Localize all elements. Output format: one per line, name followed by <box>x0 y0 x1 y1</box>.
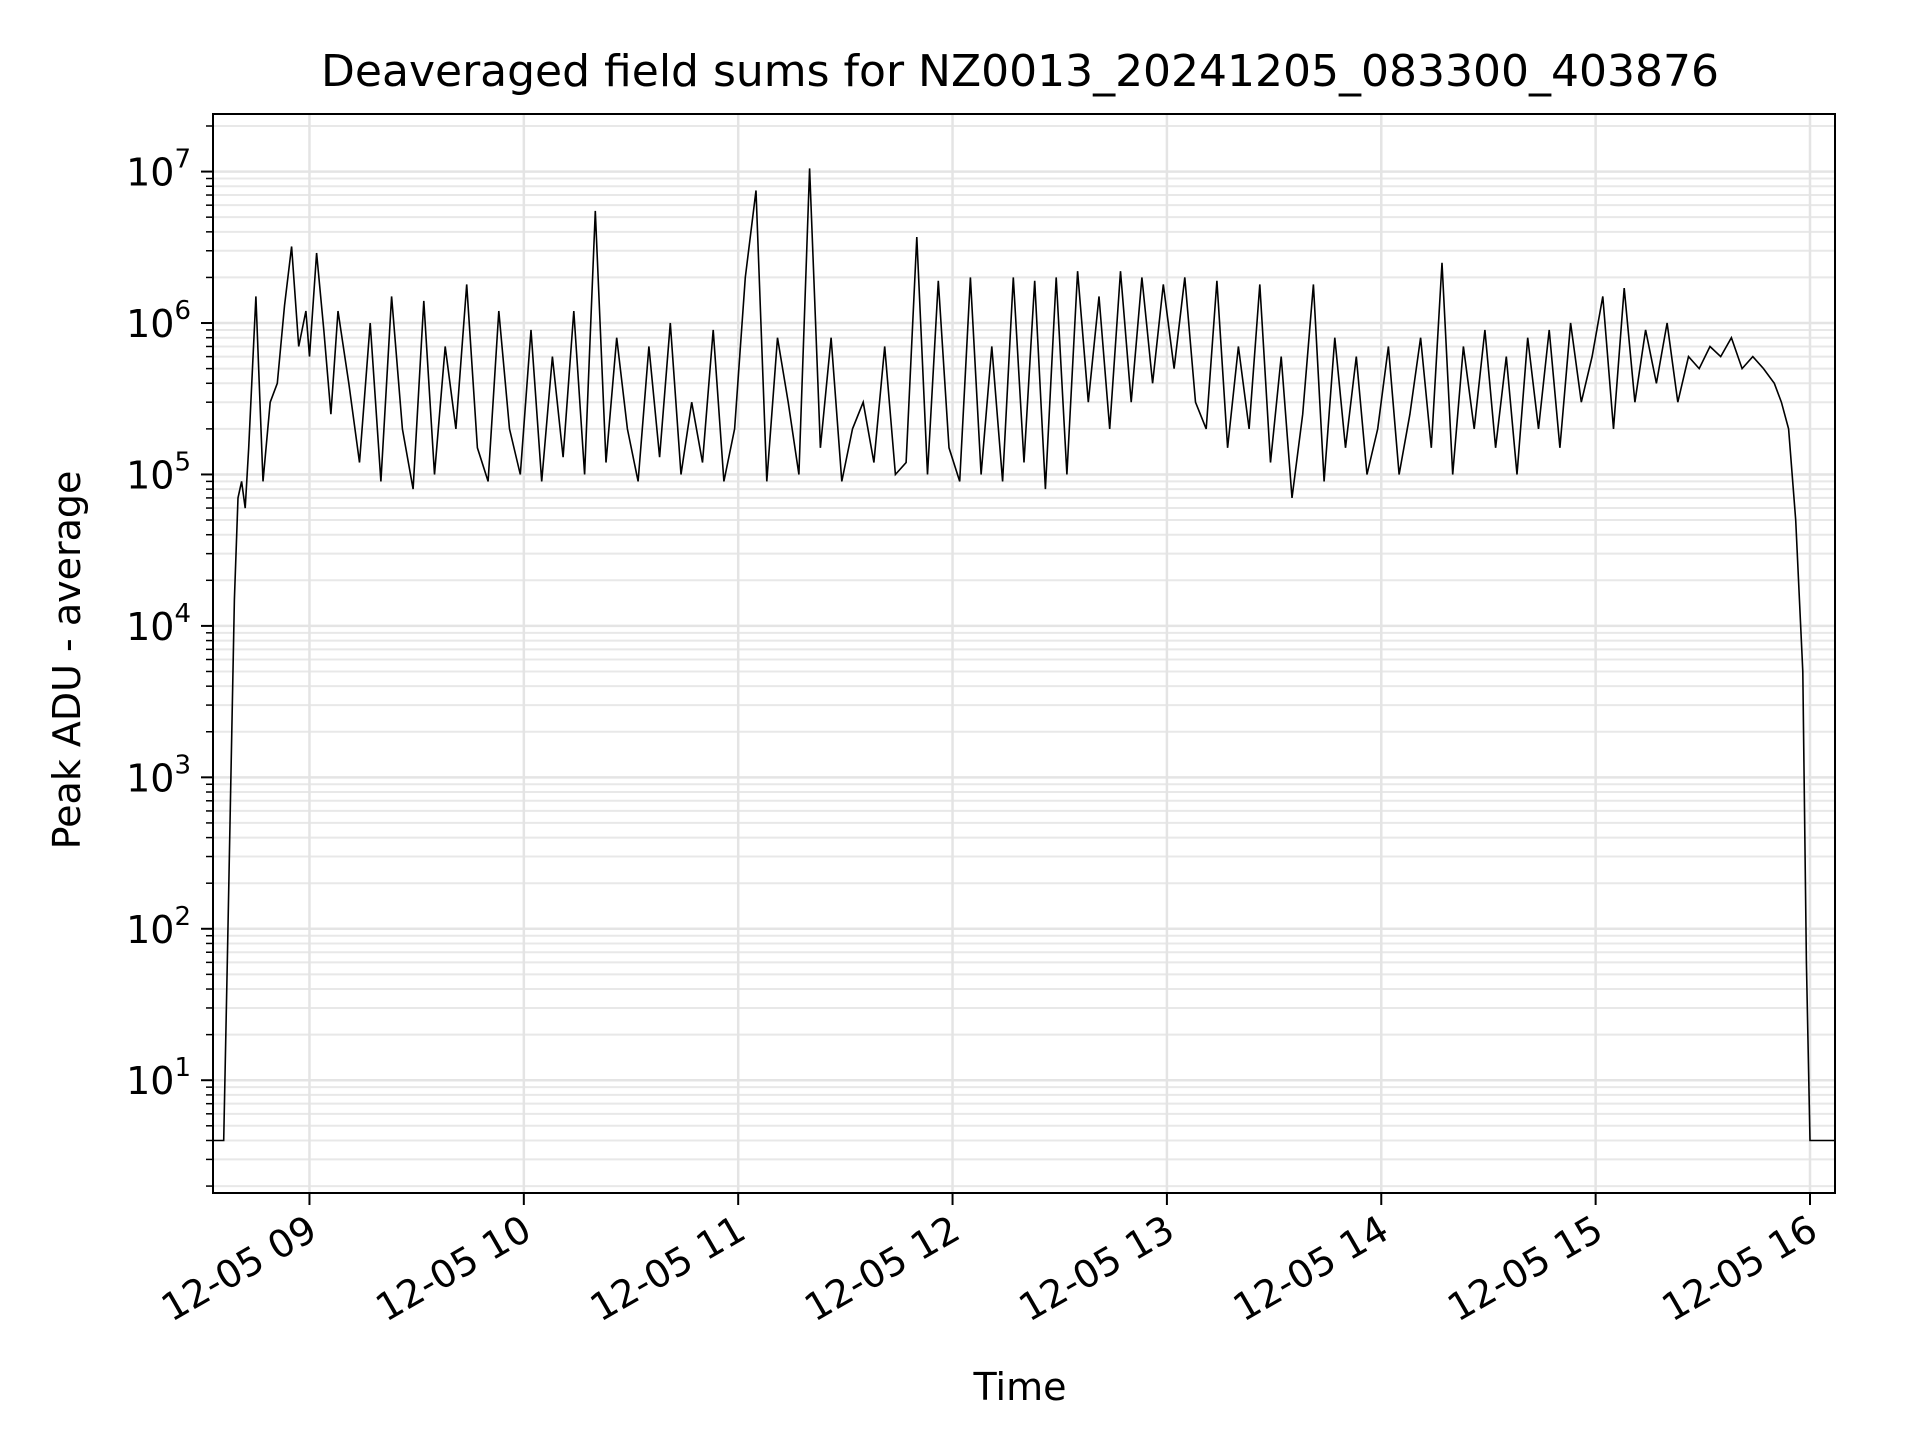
grid <box>213 114 1835 1193</box>
y-tick-label: 106 <box>126 296 191 346</box>
x-axis-label: Time <box>973 1365 1067 1409</box>
series-line <box>213 168 1835 1142</box>
plot-frame <box>212 113 1836 1194</box>
y-tick-label: 105 <box>126 447 191 497</box>
y-tick-label: 107 <box>126 145 191 195</box>
y-tick-label: 104 <box>126 599 191 649</box>
series-group <box>213 168 1835 1142</box>
y-axis-label: Peak ADU - average <box>45 471 89 850</box>
chart-title: Deaveraged field sums for NZ0013_2024120… <box>321 46 1719 97</box>
y-tick-label: 103 <box>126 750 191 800</box>
y-tick-label: 102 <box>126 902 191 952</box>
y-tick-label: 101 <box>126 1053 191 1103</box>
